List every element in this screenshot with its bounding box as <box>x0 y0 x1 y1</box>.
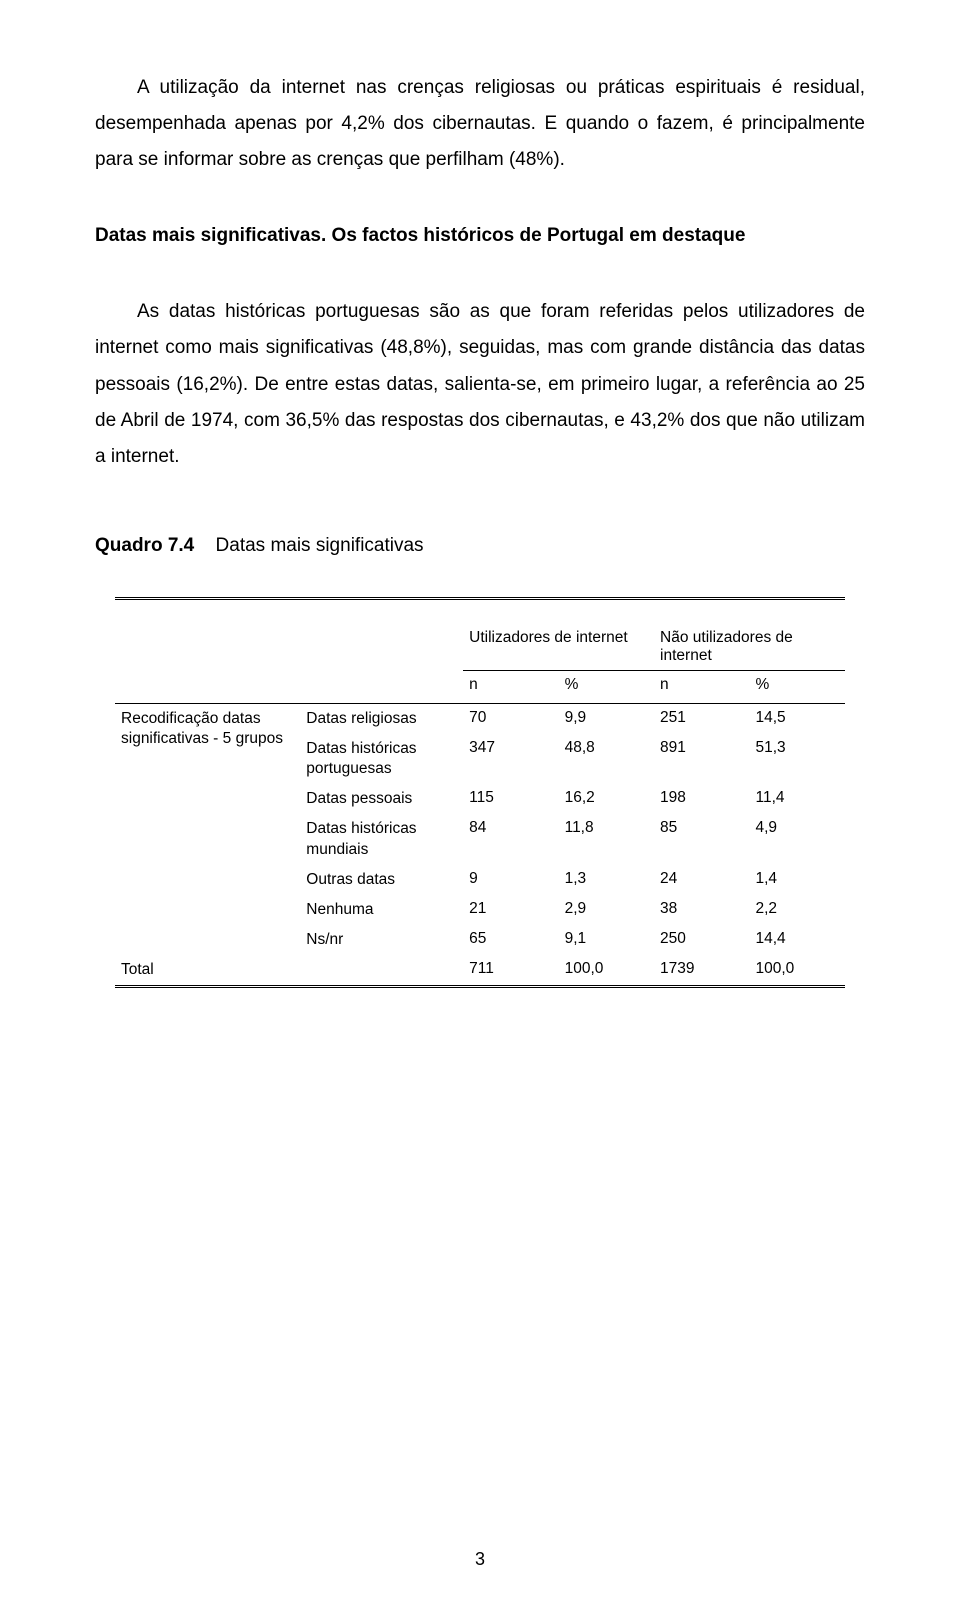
col-sub-p1: % <box>559 670 654 699</box>
table-caption: Quadro 7.4 Datas mais significativas <box>95 535 865 557</box>
row-cat: Outras datas <box>300 865 463 895</box>
cell: 38 <box>654 895 749 925</box>
row-total-label: Total <box>115 955 300 987</box>
cell: 1,4 <box>750 865 846 895</box>
cell: 9 <box>463 865 558 895</box>
col-group-users: Utilizadores de internet <box>463 624 654 671</box>
row-cat: Datas religiosas <box>300 703 463 734</box>
cell: 14,5 <box>750 703 846 734</box>
cell: 198 <box>654 784 749 814</box>
cell: 85 <box>654 814 749 864</box>
cell: 24 <box>654 865 749 895</box>
cell: 891 <box>654 734 749 784</box>
cell-total: 1739 <box>654 955 749 987</box>
cell: 51,3 <box>750 734 846 784</box>
cell: 115 <box>463 784 558 814</box>
row-cat: Nenhuma <box>300 895 463 925</box>
cell: 11,4 <box>750 784 846 814</box>
col-sub-p2: % <box>750 670 846 699</box>
cell: 250 <box>654 925 749 955</box>
data-table: Utilizadores de internet Não utilizadore… <box>115 597 845 988</box>
row-cat: Datas históricas mundiais <box>300 814 463 864</box>
table-number: Quadro 7.4 <box>95 535 194 556</box>
cell: 65 <box>463 925 558 955</box>
page-number: 3 <box>0 1549 960 1570</box>
cell: 2,9 <box>559 895 654 925</box>
cell: 11,8 <box>559 814 654 864</box>
cell: 9,1 <box>559 925 654 955</box>
cell: 1,3 <box>559 865 654 895</box>
cell: 251 <box>654 703 749 734</box>
cell: 84 <box>463 814 558 864</box>
col-group-nonusers: Não utilizadores de internet <box>654 624 845 671</box>
cell: 21 <box>463 895 558 925</box>
row-cat: Datas pessoais <box>300 784 463 814</box>
cell: 347 <box>463 734 558 784</box>
section-heading: Datas mais significativas. Os factos his… <box>95 218 865 254</box>
table-title: Datas mais significativas <box>216 535 424 556</box>
cell: 70 <box>463 703 558 734</box>
row-cat: Datas históricas portuguesas <box>300 734 463 784</box>
cell-total: 711 <box>463 955 558 987</box>
cell: 14,4 <box>750 925 846 955</box>
paragraph-intro: A utilização da internet nas crenças rel… <box>95 70 865 178</box>
col-sub-n1: n <box>463 670 558 699</box>
cell: 2,2 <box>750 895 846 925</box>
cell-total: 100,0 <box>750 955 846 987</box>
row-cat: Ns/nr <box>300 925 463 955</box>
data-table-wrapper: Utilizadores de internet Não utilizadore… <box>115 597 845 988</box>
cell-total: 100,0 <box>559 955 654 987</box>
cell: 4,9 <box>750 814 846 864</box>
paragraph-body: As datas históricas portuguesas são as q… <box>95 294 865 474</box>
cell: 48,8 <box>559 734 654 784</box>
row-group-label: Recodificação datas significativas - 5 g… <box>115 703 300 814</box>
cell: 16,2 <box>559 784 654 814</box>
cell: 9,9 <box>559 703 654 734</box>
col-sub-n2: n <box>654 670 749 699</box>
